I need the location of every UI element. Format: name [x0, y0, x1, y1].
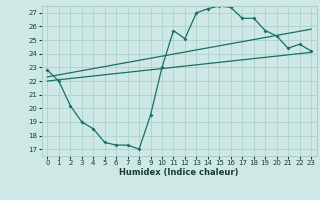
X-axis label: Humidex (Indice chaleur): Humidex (Indice chaleur): [119, 168, 239, 177]
